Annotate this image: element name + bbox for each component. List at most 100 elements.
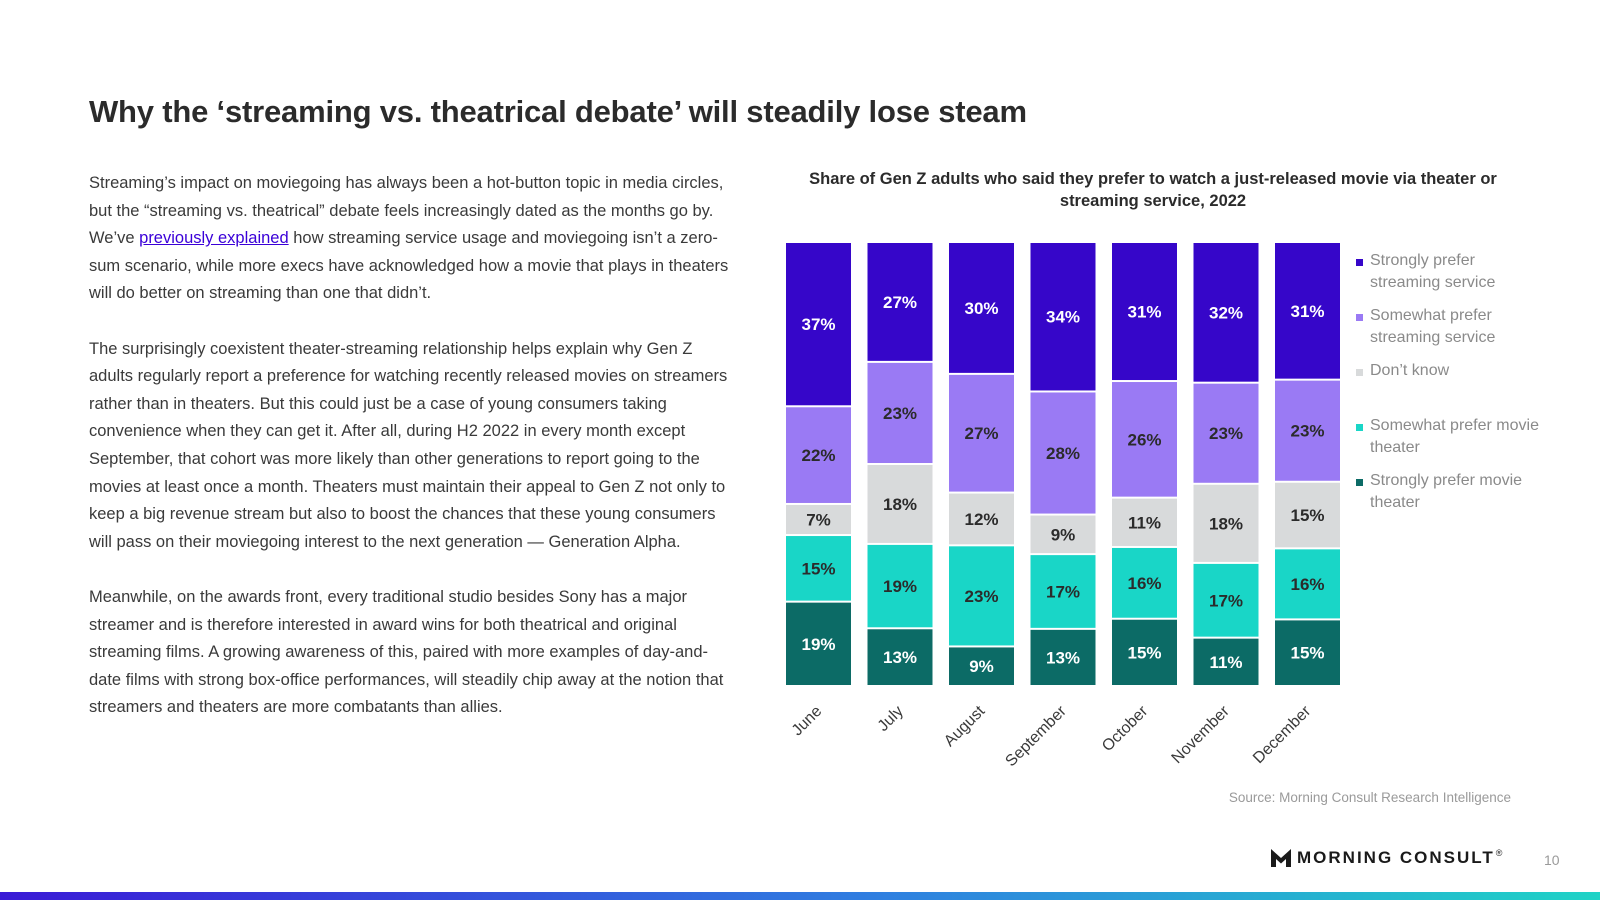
x-axis-tick-label: June <box>789 703 826 740</box>
bar-data-label: 15% <box>1290 644 1324 663</box>
legend-swatch <box>1356 424 1363 431</box>
bar-segment <box>1112 382 1177 497</box>
previously-explained-link[interactable]: previously explained <box>139 229 289 248</box>
bar-data-label: 28% <box>1046 444 1080 463</box>
bar-data-label: 37% <box>801 315 835 334</box>
bar-segment <box>867 544 933 628</box>
bar-segment <box>1030 515 1096 554</box>
bar-data-label: 15% <box>801 559 835 578</box>
bar-segment <box>949 374 1014 492</box>
bar-segment <box>949 243 1014 373</box>
x-axis-tick-label: October <box>1099 702 1152 755</box>
bar-data-label: 19% <box>883 577 917 596</box>
source-note: Source: Morning Consult Research Intelli… <box>1228 790 1511 805</box>
bar-segment <box>1193 383 1259 483</box>
bar-segment <box>1030 555 1096 628</box>
legend-swatch <box>1356 259 1363 266</box>
legend-label: Don’t know <box>1370 362 1450 379</box>
bar-data-label: 18% <box>883 495 917 514</box>
legend-item: Strongly prefer movie theater <box>1356 470 1540 514</box>
bar-segment <box>949 647 1014 685</box>
bar-segment <box>786 243 851 406</box>
legend-label: Strongly prefer movie theater <box>1370 472 1523 511</box>
bar-data-label: 18% <box>1209 514 1243 533</box>
bar-data-label: 26% <box>1127 430 1161 449</box>
bar-data-label: 13% <box>883 648 917 667</box>
bar-segment <box>786 504 851 535</box>
x-axis-tick-label: September <box>1002 702 1070 770</box>
bar-data-label: 19% <box>801 635 835 654</box>
bar-data-label: 32% <box>1209 303 1243 322</box>
paragraph-3: Meanwhile, on the awards front, every tr… <box>89 587 724 717</box>
page-number: 10 <box>1544 852 1560 868</box>
bar-data-label: 11% <box>1209 653 1242 672</box>
bar-data-label: 15% <box>1127 643 1161 662</box>
brand-registered-mark: ® <box>1495 848 1503 858</box>
bar-segment <box>1193 484 1259 562</box>
bar-segment <box>1275 380 1340 481</box>
bar-segment <box>1112 547 1177 618</box>
bottom-accent-bar <box>0 892 1600 900</box>
bar-data-label: 15% <box>1290 506 1324 525</box>
legend-label: Strongly prefer streaming service <box>1370 252 1496 291</box>
legend-label: Somewhat prefer streaming service <box>1370 307 1496 346</box>
bar-data-label: 34% <box>1046 308 1080 327</box>
bar-segment <box>1030 243 1096 391</box>
legend-item: Strongly prefer streaming service <box>1356 250 1540 294</box>
bar-segment <box>1112 243 1177 381</box>
x-axis-tick-label: August <box>941 702 989 750</box>
bar-data-label: 23% <box>883 404 917 423</box>
bar-segment <box>1112 619 1177 685</box>
legend-swatch <box>1356 314 1363 321</box>
bar-segment <box>1275 243 1340 379</box>
bar-segment <box>1275 482 1340 548</box>
bar-data-label: 23% <box>1290 422 1324 441</box>
bar-segment <box>786 602 851 685</box>
bar-segment <box>867 629 933 685</box>
x-axis-tick-label: November <box>1169 702 1234 767</box>
page-title: Why the ‘streaming vs. theatrical debate… <box>89 94 1027 129</box>
bar-data-label: 23% <box>964 587 998 606</box>
brand-name: MORNING CONSULT <box>1297 848 1495 867</box>
bar-data-label: 27% <box>964 424 998 443</box>
bar-data-label: 7% <box>806 511 831 530</box>
bar-data-label: 31% <box>1127 303 1161 322</box>
bar-data-label: 17% <box>1046 582 1080 601</box>
brand-logo: MORNING CONSULT ® <box>1271 848 1502 868</box>
paragraph-1: Streaming’s impact on moviegoing has alw… <box>89 170 729 308</box>
paragraph-1-after-link: how streaming service usage and moviegoi… <box>89 229 729 303</box>
bar-data-label: 9% <box>1051 525 1076 544</box>
bar-data-label: 9% <box>969 657 994 676</box>
legend-swatch <box>1356 369 1363 376</box>
bar-data-label: 27% <box>883 293 917 312</box>
bar-segment <box>1193 638 1259 685</box>
bar-segment <box>949 546 1014 646</box>
bar-segment <box>867 362 933 463</box>
bar-segment <box>1275 549 1340 619</box>
bar-segment <box>1275 620 1340 685</box>
bar-segment <box>949 493 1014 545</box>
legend-item: Somewhat prefer movie theater <box>1356 415 1540 459</box>
bar-data-label: 13% <box>1046 648 1080 667</box>
x-axis-tick-label: December <box>1250 702 1315 767</box>
x-axis-tick-label: July <box>875 703 907 735</box>
bar-segment <box>1030 629 1096 685</box>
legend-item: Don’t know <box>1356 360 1540 382</box>
bar-data-label: 23% <box>1209 424 1243 443</box>
bar-segment <box>867 465 933 543</box>
legend-swatch <box>1356 479 1363 486</box>
body-text: Streaming’s impact on moviegoing has alw… <box>89 170 729 749</box>
bar-data-label: 12% <box>964 510 998 529</box>
bar-segment <box>786 407 851 503</box>
bar-segment <box>1193 563 1259 637</box>
bar-segment <box>786 536 851 601</box>
bar-data-label: 17% <box>1209 591 1243 610</box>
bar-data-label: 22% <box>801 446 835 465</box>
bar-segment <box>867 243 933 361</box>
bar-segment <box>1030 392 1096 514</box>
bar-segment <box>1193 243 1259 382</box>
bar-data-label: 31% <box>1290 302 1324 321</box>
bar-data-label: 16% <box>1127 574 1161 593</box>
bar-segment <box>1112 498 1177 546</box>
